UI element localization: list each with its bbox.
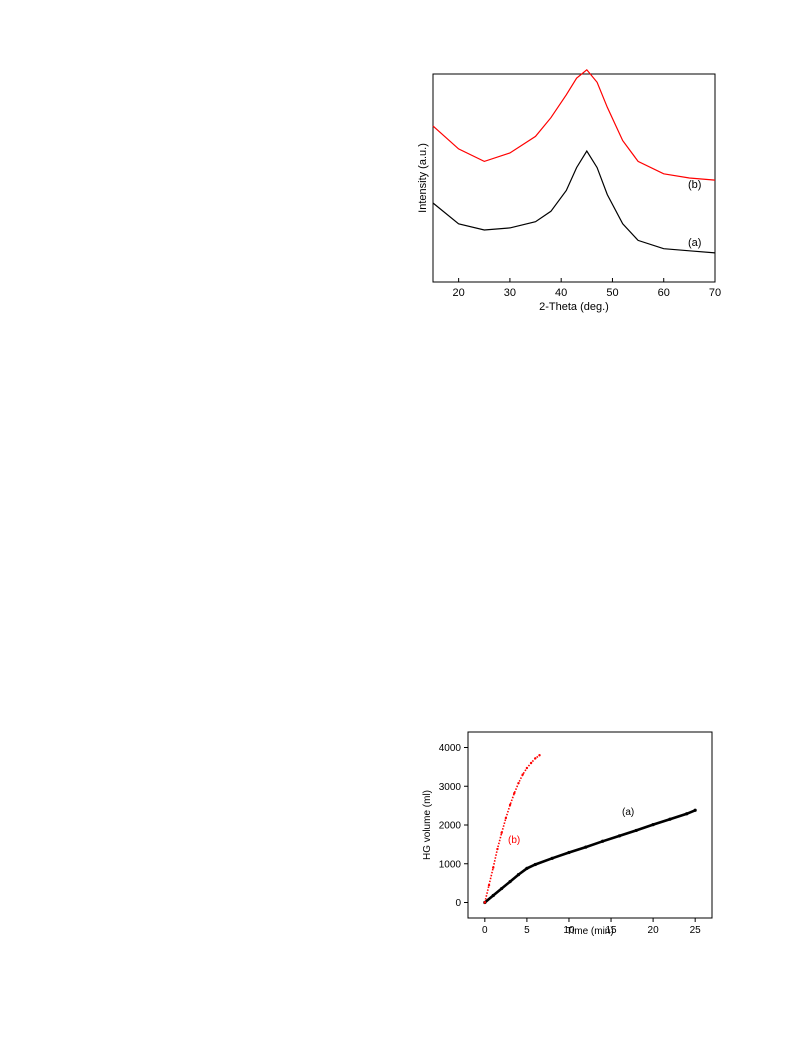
hg-series-point-a (533, 862, 537, 867)
hg-series-label-a: (a) (622, 807, 634, 818)
hg-series-point-b (525, 766, 529, 770)
hg-series-point-a (685, 812, 689, 816)
hg-series-point-b (508, 803, 512, 807)
xrd-series-line-a (432, 149, 716, 254)
xrd-x-axis-label: 2-Theta (deg.) (539, 301, 609, 313)
hg-series-point-b (534, 757, 537, 760)
hg-series-point-a (668, 817, 672, 821)
hg-series-point-b (496, 847, 499, 851)
hg-y-axis-label: HG volume (ml) (422, 790, 433, 860)
hg-y-tick-label: 0 (455, 898, 461, 909)
hg-series-point-a (567, 850, 571, 855)
xrd-series-label-b: (b) (688, 179, 701, 191)
hg-y-ticks: 0 1000 2000 3000 4000 (439, 743, 468, 909)
xrd-y-axis-label: Intensity (a.u.) (417, 143, 429, 213)
xrd-x-tick-label: 20 (453, 287, 465, 299)
xrd-x-tick-label: 70 (709, 287, 721, 299)
hg-series-point-a (491, 893, 495, 898)
hg-series-point-b (487, 883, 491, 887)
hg-series-point-a (617, 834, 622, 838)
hg-x-tick-label: 15 (605, 925, 617, 936)
hg-series-point-a (693, 808, 697, 812)
xrd-x-tick-label: 50 (606, 287, 618, 299)
hg-series-point-a (500, 886, 504, 891)
hg-series-point-b (504, 816, 508, 820)
hg-plot-frame (467, 731, 713, 919)
hg-y-tick-label: 2000 (439, 821, 462, 832)
xrd-x-ticks: 20 30 40 50 60 70 (453, 278, 721, 299)
hg-x-tick-label: 25 (690, 925, 702, 936)
hg-series-point-b (513, 792, 516, 795)
hg-y-tick-label: 3000 (439, 782, 462, 793)
hg-series-point-a (601, 839, 605, 843)
xrd-x-tick-label: 60 (658, 287, 670, 299)
hg-series-point-a (525, 866, 529, 871)
hg-x-axis-label: Time (min) (566, 926, 613, 937)
hg-x-tick-label: 5 (524, 925, 530, 936)
hg-x-tick-label: 10 (563, 925, 575, 936)
hg-series-group (483, 754, 697, 905)
hg-series-line-b (484, 754, 540, 903)
hg-series-point-b (529, 761, 533, 765)
hg-x-tick-label: 20 (648, 925, 660, 936)
hg-y-tick-label: 1000 (439, 859, 462, 870)
hg-series-point-a (550, 856, 554, 860)
hg-series-point-a (584, 845, 588, 849)
hg-series-point-a (508, 879, 512, 884)
xrd-series-label-a: (a) (688, 237, 701, 249)
hg-x-tick-label: 0 (482, 925, 488, 936)
xrd-series-group (432, 68, 716, 254)
hg-series-point-b (521, 773, 524, 776)
hg-y-tick-label: 4000 (439, 743, 462, 754)
hg-series-point-b (517, 781, 520, 785)
hg-x-ticks: 0 5 10 15 20 25 (482, 918, 701, 936)
hg-series-point-b (538, 754, 541, 757)
xrd-plot-frame (432, 73, 716, 283)
hg-series-point-b (483, 901, 487, 904)
xrd-chart: 20 30 40 50 60 70 2-Theta (deg.) Intensity (a… (417, 68, 721, 313)
hg-series-label-b: (b) (508, 835, 520, 846)
hg-series-point-a (634, 828, 638, 833)
xrd-x-tick-label: 40 (555, 287, 567, 299)
hg-series-point-b (500, 831, 503, 834)
hg-series-point-a (516, 873, 521, 877)
hg-series-point-a (651, 823, 655, 827)
xrd-x-tick-label: 30 (504, 287, 516, 299)
hg-series-line-a (483, 809, 696, 904)
hg-series-point-b (492, 866, 495, 869)
xrd-series-line-b (432, 68, 716, 181)
